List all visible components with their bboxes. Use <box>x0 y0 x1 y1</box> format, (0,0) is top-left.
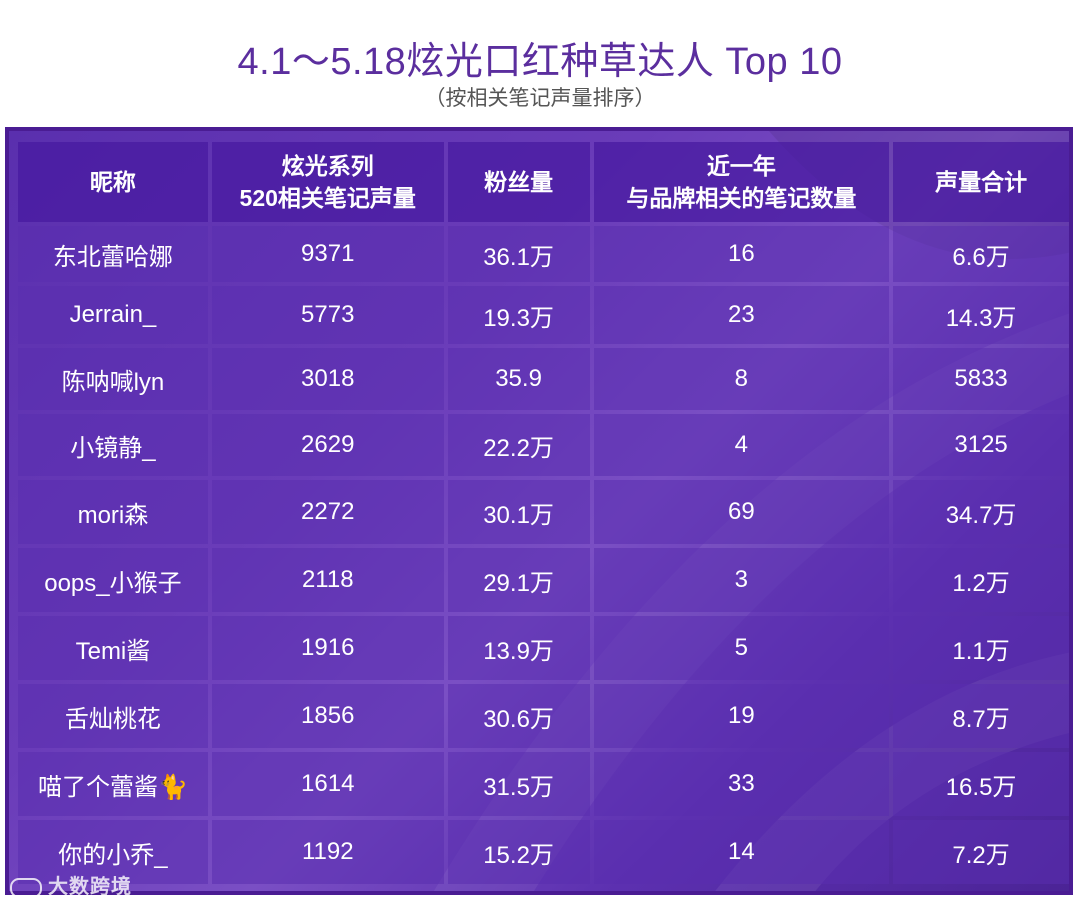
table-row: oops_小猴子 2118 29.1万 3 1.2万 <box>18 548 1069 612</box>
value-cell: 16 <box>593 226 890 282</box>
value-cell: 9371 <box>211 226 444 282</box>
page-title: 4.1～5.18炫光口红种草达人 Top 10 <box>237 41 843 83</box>
value-cell: 6.6万 <box>893 226 1069 282</box>
value-cell: 30.1万 <box>447 480 590 544</box>
table-row: 你的小乔_ 1192 15.2万 14 7.2万 <box>18 820 1069 884</box>
table-row: 舌灿桃花 1856 30.6万 19 8.7万 <box>18 684 1069 748</box>
nickname-cell: 东北蕾哈娜 <box>18 226 208 282</box>
value-cell: 34.7万 <box>893 480 1069 544</box>
value-cell: 1614 <box>211 752 444 816</box>
column-header: 声量合计 <box>893 142 1069 222</box>
column-header: 粉丝量 <box>447 142 590 222</box>
table-row: Jerrain_ 5773 19.3万 23 14.3万 <box>18 286 1069 344</box>
value-cell: 19 <box>593 684 890 748</box>
value-cell: 5773 <box>211 286 444 344</box>
value-cell: 23 <box>593 286 890 344</box>
value-cell: 2629 <box>211 414 444 476</box>
value-cell: 3125 <box>893 414 1069 476</box>
table-row: Temi酱 1916 13.9万 5 1.1万 <box>18 616 1069 680</box>
watermark: 大数跨境 <box>10 870 132 899</box>
value-cell: 69 <box>593 480 890 544</box>
page-subtitle: （按相关笔记声量排序） <box>424 87 656 110</box>
value-cell: 8 <box>593 348 890 410</box>
value-cell: 1.2万 <box>893 548 1069 612</box>
ranking-table: 昵称 炫光系列 520相关笔记声量 粉丝量 近一年 与品牌相关的笔记数量 声量合计 东北蕾哈… <box>14 138 1069 888</box>
value-cell: 31.5万 <box>447 752 590 816</box>
nickname-cell: 小镜静_ <box>18 414 208 476</box>
value-cell: 22.2万 <box>447 414 590 476</box>
column-header: 昵称 <box>18 142 208 222</box>
value-cell: 13.9万 <box>447 616 590 680</box>
table-row: 陈呐喊lyn 3018 35.9 8 5833 <box>18 348 1069 410</box>
table-row: 喵了个蕾酱🐈 1614 31.5万 33 16.5万 <box>18 752 1069 816</box>
value-cell: 5 <box>593 616 890 680</box>
value-cell: 7.2万 <box>893 820 1069 884</box>
value-cell: 1.1万 <box>893 616 1069 680</box>
nickname-cell: 舌灿桃花 <box>18 684 208 748</box>
value-cell: 8.7万 <box>893 684 1069 748</box>
value-cell: 30.6万 <box>447 684 590 748</box>
value-cell: 15.2万 <box>447 820 590 884</box>
nickname-cell: Temi酱 <box>18 616 208 680</box>
value-cell: 3 <box>593 548 890 612</box>
table-frame: 昵称 炫光系列 520相关笔记声量 粉丝量 近一年 与品牌相关的笔记数量 声量合计 东北蕾哈… <box>5 127 1073 895</box>
value-cell: 2118 <box>211 548 444 612</box>
value-cell: 14.3万 <box>893 286 1069 344</box>
nickname-cell: mori森 <box>18 480 208 544</box>
column-header: 炫光系列 520相关笔记声量 <box>211 142 444 222</box>
value-cell: 3018 <box>211 348 444 410</box>
watermark-logo-icon <box>10 877 42 898</box>
watermark-text: 大数跨境 <box>48 876 132 898</box>
nickname-cell: Jerrain_ <box>18 286 208 344</box>
value-cell: 1916 <box>211 616 444 680</box>
value-cell: 36.1万 <box>447 226 590 282</box>
header-row: 昵称 炫光系列 520相关笔记声量 粉丝量 近一年 与品牌相关的笔记数量 声量合计 <box>18 142 1069 222</box>
value-cell: 16.5万 <box>893 752 1069 816</box>
nickname-cell: 喵了个蕾酱🐈 <box>18 752 208 816</box>
value-cell: 2272 <box>211 480 444 544</box>
value-cell: 1192 <box>211 820 444 884</box>
value-cell: 29.1万 <box>447 548 590 612</box>
value-cell: 19.3万 <box>447 286 590 344</box>
nickname-cell: oops_小猴子 <box>18 548 208 612</box>
table-row: mori森 2272 30.1万 69 34.7万 <box>18 480 1069 544</box>
value-cell: 4 <box>593 414 890 476</box>
nickname-cell: 你的小乔_ <box>18 820 208 884</box>
nickname-cell: 陈呐喊lyn <box>18 348 208 410</box>
table-row: 小镜静_ 2629 22.2万 4 3125 <box>18 414 1069 476</box>
value-cell: 35.9 <box>447 348 590 410</box>
value-cell: 5833 <box>893 348 1069 410</box>
value-cell: 33 <box>593 752 890 816</box>
value-cell: 1856 <box>211 684 444 748</box>
table-body: 东北蕾哈娜 9371 36.1万 16 6.6万 Jerrain_ 5773 19.3万 23 1… <box>18 226 1069 884</box>
value-cell: 14 <box>593 820 890 884</box>
column-header: 近一年 与品牌相关的笔记数量 <box>593 142 890 222</box>
table-row: 东北蕾哈娜 9371 36.1万 16 6.6万 <box>18 226 1069 282</box>
